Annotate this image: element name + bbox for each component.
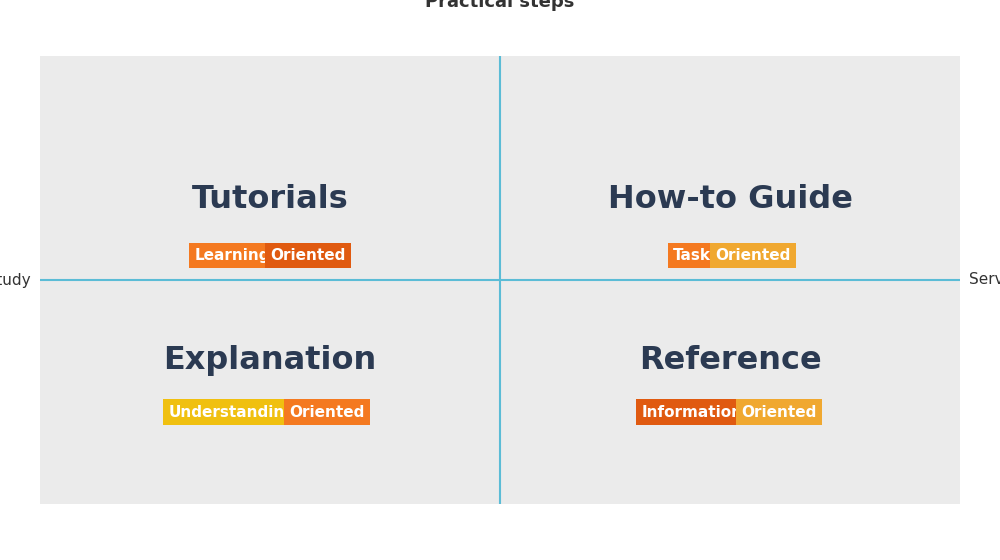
Text: Oriented: Oriented — [715, 248, 791, 263]
Text: Serve our study: Serve our study — [0, 273, 31, 287]
Text: Task: Task — [673, 248, 711, 263]
Text: Practical steps: Practical steps — [425, 0, 575, 11]
Text: Oriented: Oriented — [742, 405, 817, 419]
Text: Learning: Learning — [194, 248, 270, 263]
Text: How-to Guide: How-to Guide — [608, 184, 852, 215]
Text: Understanding: Understanding — [168, 405, 296, 419]
Text: Information: Information — [642, 405, 743, 419]
Text: Oriented: Oriented — [270, 248, 346, 263]
Text: Explanation: Explanation — [163, 345, 377, 376]
Text: Oriented: Oriented — [289, 405, 364, 419]
Text: Tutorials: Tutorials — [192, 184, 348, 215]
Text: Serve our work: Serve our work — [969, 273, 1000, 287]
Text: Reference: Reference — [639, 345, 821, 376]
